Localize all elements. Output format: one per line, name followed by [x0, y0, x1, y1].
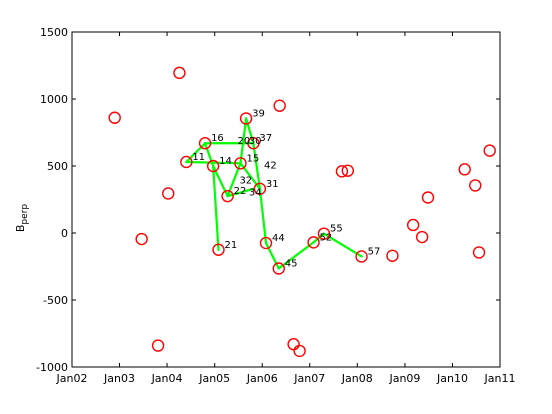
data-point	[484, 145, 495, 156]
point-label: 44	[272, 233, 285, 244]
data-point	[417, 232, 428, 243]
x-tick-label: Jan08	[341, 372, 373, 385]
point-label: 42	[264, 161, 277, 172]
y-tick-label: 1000	[40, 93, 68, 106]
y-tick-label: -500	[43, 294, 68, 307]
x-tick-label: Jan09	[388, 372, 420, 385]
data-point	[459, 164, 470, 175]
data-point	[274, 100, 285, 111]
data-point	[470, 180, 481, 191]
x-axis: Jan02 Jan03 Jan04 Jan05 Jan06 Jan07 Jan08 Jan09…	[56, 32, 516, 385]
data-point	[109, 112, 120, 123]
point-label: 16	[211, 133, 224, 144]
point-label: 22	[234, 186, 247, 197]
point-label: 14	[219, 156, 232, 167]
data-point	[153, 340, 164, 351]
y-axis-title: Bperp	[14, 204, 30, 232]
data-point	[294, 345, 305, 356]
data-points	[109, 67, 495, 356]
x-tick-label: Jan05	[198, 372, 230, 385]
data-point	[288, 339, 299, 350]
y-axis: -1000 -500 0 500 1000 1500	[36, 26, 500, 374]
point-label: 31	[266, 179, 279, 190]
point-label: 57	[368, 246, 381, 257]
point-label: 32	[239, 175, 252, 186]
data-point	[163, 188, 174, 199]
point-label: 11	[192, 152, 205, 163]
y-axis-title-subscript: perp	[20, 204, 30, 225]
network-edge	[266, 243, 279, 268]
y-tick-label: 500	[47, 160, 68, 173]
point-label: 55	[330, 224, 343, 235]
x-tick-label: Jan10	[436, 372, 468, 385]
data-point	[474, 247, 485, 258]
data-point	[408, 219, 419, 230]
x-tick-label: Jan03	[103, 372, 135, 385]
point-label: 39	[252, 108, 265, 119]
y-tick-label: 0	[61, 227, 68, 240]
data-point	[387, 250, 398, 261]
data-point	[422, 192, 433, 203]
network-edge	[213, 166, 218, 250]
point-label: 30	[249, 136, 262, 147]
point-label: 15	[246, 153, 259, 164]
plot-border	[72, 32, 500, 367]
y-tick-label: -1000	[36, 361, 68, 374]
point-label: 45	[285, 259, 298, 270]
data-point	[174, 67, 185, 78]
x-tick-label: Jan04	[151, 372, 183, 385]
x-tick-label: Jan07	[293, 372, 325, 385]
point-label: 21	[224, 240, 237, 251]
y-tick-label: 1500	[40, 26, 68, 39]
x-tick-label: Jan06	[246, 372, 278, 385]
x-tick-label: Jan11	[484, 372, 516, 385]
point-label: 34	[249, 187, 262, 198]
y-axis-title-main: B	[14, 225, 27, 233]
data-point	[136, 234, 147, 245]
plot-area	[72, 32, 500, 367]
